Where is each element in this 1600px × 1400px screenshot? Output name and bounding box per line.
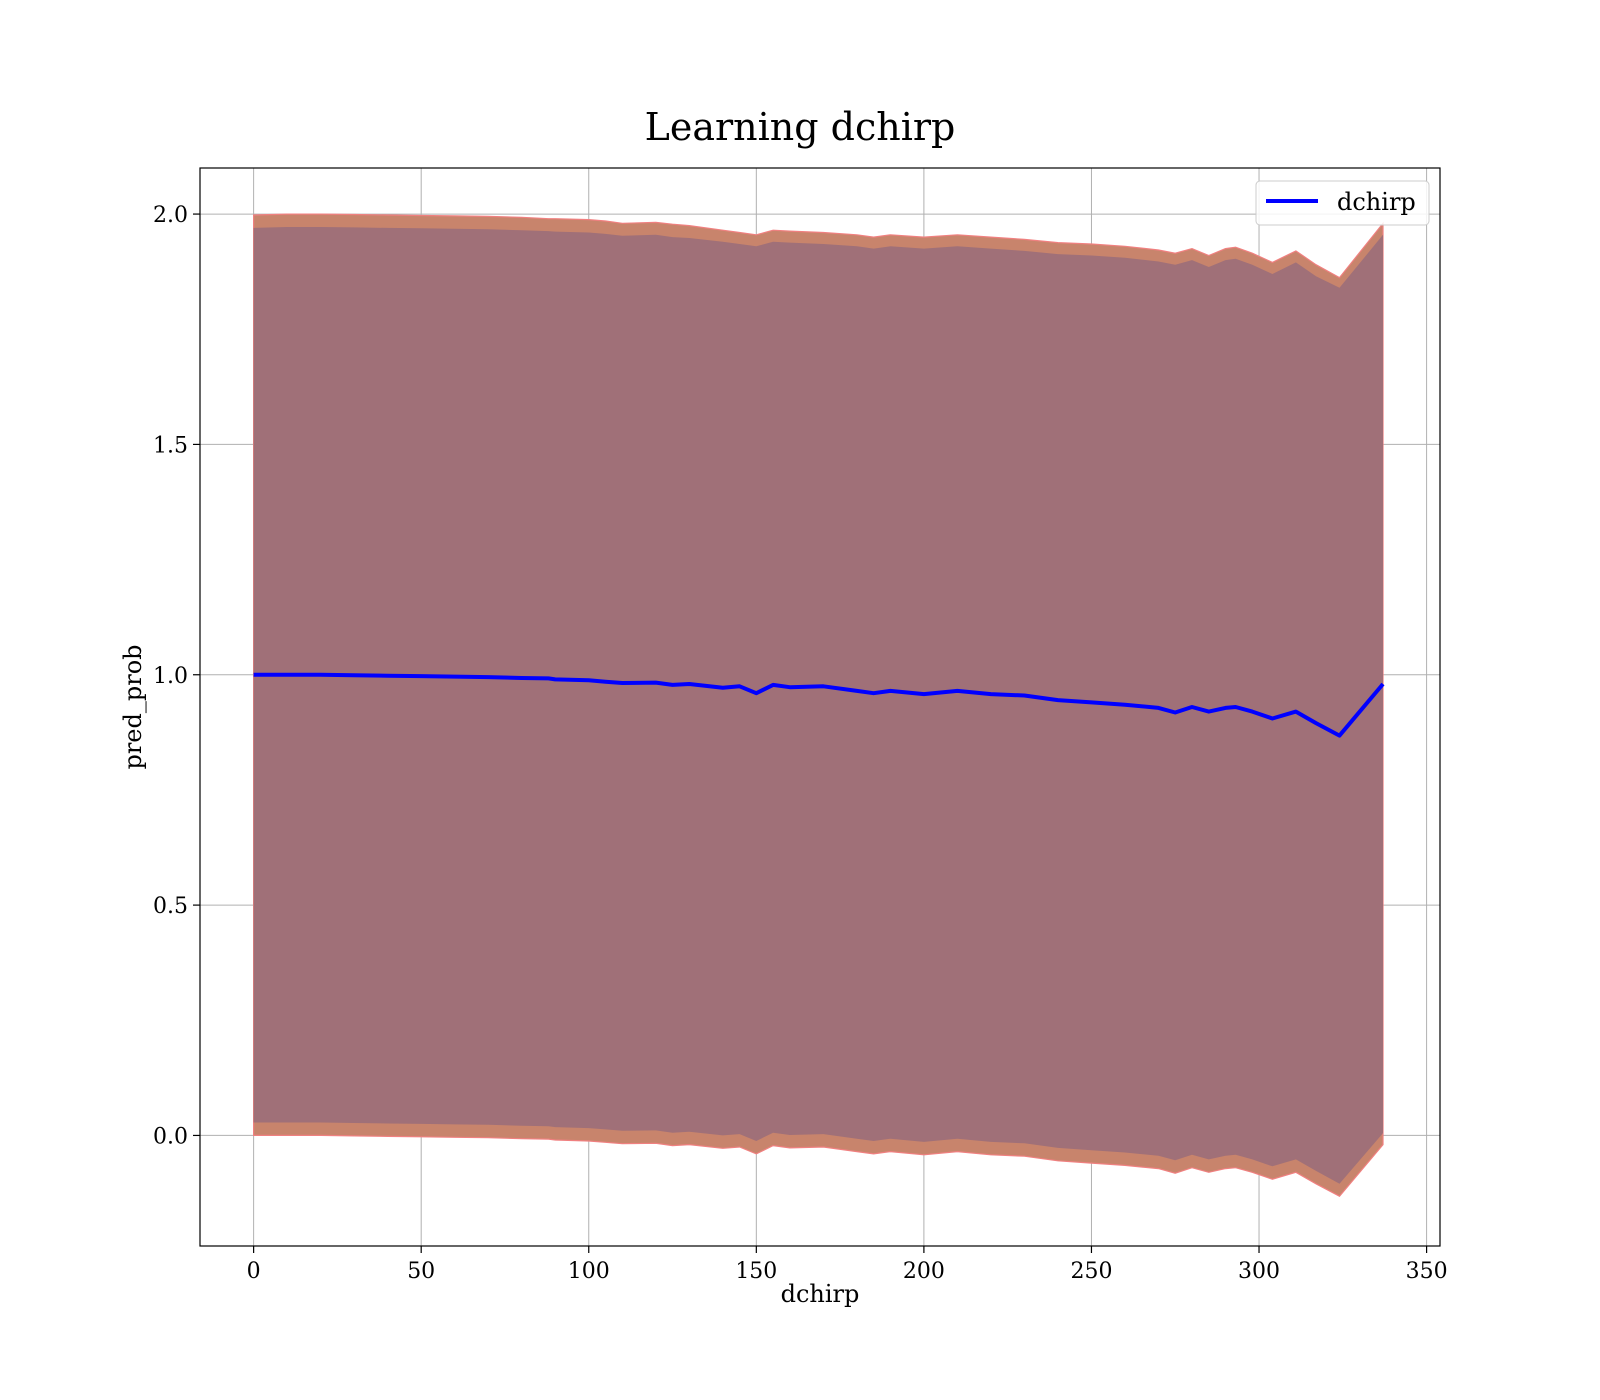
x-tick-label-1: 50	[407, 1259, 435, 1284]
confidence-bands	[253, 213, 1384, 1197]
y-tick-label-1: 0.5	[153, 894, 188, 919]
x-tick-label-6: 300	[1238, 1259, 1280, 1284]
legend-label-dchirp: dchirp	[1337, 188, 1416, 216]
chart-title: Learning dchirp	[645, 105, 956, 149]
x-tick-label-0: 0	[247, 1259, 261, 1284]
y-tick-label-3: 1.5	[153, 433, 188, 458]
x-tick-label-7: 350	[1406, 1259, 1448, 1284]
x-tick-label-5: 250	[1070, 1259, 1112, 1284]
band-1	[253, 227, 1384, 1184]
axis-ticks: 0 50 100 150 200 250 300 350 0.0 0.5 1.0 1.5 2.0	[153, 203, 1448, 1284]
x-tick-label-3: 150	[735, 1259, 777, 1284]
y-tick-label-4: 2.0	[153, 203, 188, 228]
x-tick-label-4: 200	[903, 1259, 945, 1284]
series-lines	[253, 672, 1385, 738]
x-tick-label-2: 100	[568, 1259, 610, 1284]
y-tick-label-0: 0.0	[153, 1124, 188, 1149]
y-axis-label: pred_prob	[119, 644, 147, 769]
x-axis-label: dchirp	[781, 1280, 860, 1308]
series-line-dchirp	[253, 672, 1385, 738]
legend-box	[1255, 180, 1430, 226]
legend: dchirp	[1255, 180, 1430, 226]
y-tick-label-2: 1.0	[153, 664, 188, 689]
plot-frame	[199, 167, 1441, 1247]
